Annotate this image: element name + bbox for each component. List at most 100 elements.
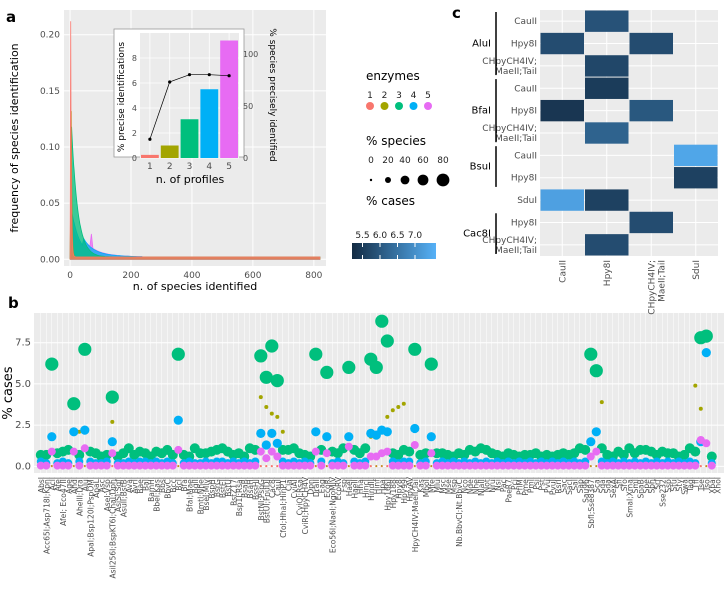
panel-b-point-series4	[591, 427, 601, 437]
panel-c-column-label-line: Hpy8I	[603, 260, 613, 286]
panel-b-point-series5	[526, 461, 535, 470]
panel-b-point-series5	[361, 461, 370, 470]
panel-c-row-label-line: CHpyCH4IV;	[482, 124, 537, 134]
panel-b-point-series5	[355, 461, 364, 470]
panel-b-x-tick-label: Hpy99I	[400, 477, 409, 504]
legend-cases-label: 7.0	[408, 231, 423, 241]
panel-b-x-tick-label: Sau96I	[581, 477, 590, 503]
panel-c-row-label-line: Hpy8I	[511, 40, 537, 50]
legend-species-items: 0 20 40 60 80	[368, 156, 450, 187]
panel-b-point-series5	[641, 461, 650, 470]
panel-b-point-series5	[504, 461, 513, 470]
panel-b-x-tick-label: ClaI	[284, 477, 293, 491]
panel-b-point-series5	[586, 452, 595, 461]
panel-b-point-series3	[679, 449, 690, 460]
panel-b-point-series3	[342, 360, 356, 374]
panel-c-cell	[585, 77, 629, 99]
panel-c-cells	[540, 10, 718, 256]
panel-c-cell	[585, 122, 629, 144]
panel-b-point-series1	[369, 465, 372, 468]
panel-b-point-series2	[599, 400, 604, 405]
panel-b-point-series2	[698, 406, 703, 411]
panel-b-point-series5	[97, 461, 106, 470]
panel-c-group-labels: AluI BfaI BsuI Cac8I	[463, 12, 497, 254]
panel-a-series	[69, 21, 321, 260]
panel-c-cell	[540, 99, 584, 122]
panel-b-x-tick-label: PvuI	[543, 477, 552, 493]
panel-b-point-series5	[333, 461, 342, 470]
panel-b-point-series5	[47, 447, 56, 456]
panel-c-row-label-line: CHpyCH4IV;	[482, 57, 537, 67]
panel-b-point-series4	[107, 437, 117, 447]
panel-b-x-tick-label: HhaI	[356, 477, 365, 494]
panel-b-point-series2	[73, 465, 75, 467]
panel-b-x-tick-label: BssHII	[251, 477, 260, 500]
panel-b-x-tick-label: ScaI	[592, 477, 601, 493]
panel-b-x-tick-label: SfoI	[620, 477, 629, 491]
panel-b-point-series3	[690, 446, 701, 457]
panel-b-point-series5	[570, 461, 579, 470]
panel-b-point-series4	[256, 428, 266, 438]
panel-b-point-series3	[404, 446, 415, 457]
panel-b-point-series2	[326, 465, 328, 467]
inset-y2-label: % species precisely identified	[267, 28, 277, 161]
panel-b-x-tick-label: HpyAV	[405, 476, 414, 501]
inset-x-tick-label: 5	[226, 162, 232, 172]
panel-b-x-tick-label: HaeII	[345, 477, 354, 496]
panel-b-x-tick-label: Hpy8I	[394, 477, 403, 499]
panel-b-point-series5	[630, 461, 639, 470]
panel-b-point-series5	[421, 461, 430, 470]
panel-b-point-series5	[438, 461, 447, 470]
panel-b-point-series2	[414, 465, 416, 467]
panel-b-point-series3	[270, 374, 284, 388]
panel-b-x-tick-label: SrfI	[653, 477, 662, 490]
panel-b-point-series4	[272, 438, 282, 448]
panel-b-point-series5	[278, 461, 287, 470]
panel-b-x-tick-label: CauII	[273, 477, 282, 496]
panel-b-point-series5	[482, 461, 491, 470]
panel-c-column-label: Hpy8I	[603, 260, 613, 286]
panel-b-point-series3	[618, 449, 629, 460]
panel-b-point-series5	[658, 461, 667, 470]
panel-b-point-series5	[608, 461, 617, 470]
panel-b-x-tick-label: AfeI	[53, 477, 62, 491]
panel-b-y-tick-label: 2.5	[15, 420, 31, 431]
panel-c-column-label: SduI	[692, 260, 702, 280]
panel-b-x-tick-label: BstNI;PspGI	[257, 477, 266, 520]
panel-b-x-tick-label: TaqI	[686, 477, 695, 493]
panel-b-point-series5	[135, 461, 144, 470]
legend-species-swatch	[400, 175, 410, 185]
panel-b-x-tick-label: AluI	[81, 477, 90, 491]
panel-b-point-series5	[207, 461, 216, 470]
panel-b-point-series3	[67, 397, 81, 411]
panel-b-point-series5	[146, 461, 155, 470]
panel-b-point-series5	[108, 449, 117, 458]
panel-b-point-series5	[42, 461, 51, 470]
panel-b-point-series5	[185, 461, 194, 470]
panel-b-point-series5	[471, 461, 480, 470]
panel-a-y-tick-label: 0.00	[40, 255, 60, 265]
panel-b-point-series3	[424, 357, 438, 371]
panel-b-x-tick-label: BfaI	[180, 477, 189, 492]
panel-b-point-series5	[515, 461, 524, 470]
panel-c-column-labels: CauII Hpy8I CHpyCH4IV;MaeII;TaiI SduI	[558, 260, 702, 315]
panel-b-x-tick-label: AvrII	[130, 477, 139, 494]
panel-b-point-series4	[322, 432, 332, 442]
panel-a-inset: 1 2 3 4 5 0 2 4 6 8 0 50 100 n. of profiles % prec…	[113, 28, 277, 186]
panel-b-points	[35, 314, 717, 470]
legend-enzyme-label: 1	[367, 91, 373, 101]
inset-bar-3	[180, 119, 199, 158]
panel-b-x-tick-label: BsrGI	[213, 477, 222, 497]
panel-b-point-series1	[276, 465, 279, 468]
panel-b-x-tick-label: AhellI;DraI	[75, 477, 84, 516]
panel-b-point-series2	[315, 465, 317, 467]
panel-b-point-series5	[152, 461, 161, 470]
panel-b-point-series5	[284, 461, 293, 470]
inset-line-point	[227, 74, 231, 78]
panel-a-series-1	[69, 21, 321, 260]
panel-c-cell	[540, 32, 584, 55]
panel-b-point-series3	[589, 364, 603, 378]
panel-b-y-tick-label: 5.0	[15, 379, 31, 390]
panel-b-point-series2	[595, 465, 598, 467]
panel-b-x-tick-label: Hpy166II	[383, 477, 392, 511]
